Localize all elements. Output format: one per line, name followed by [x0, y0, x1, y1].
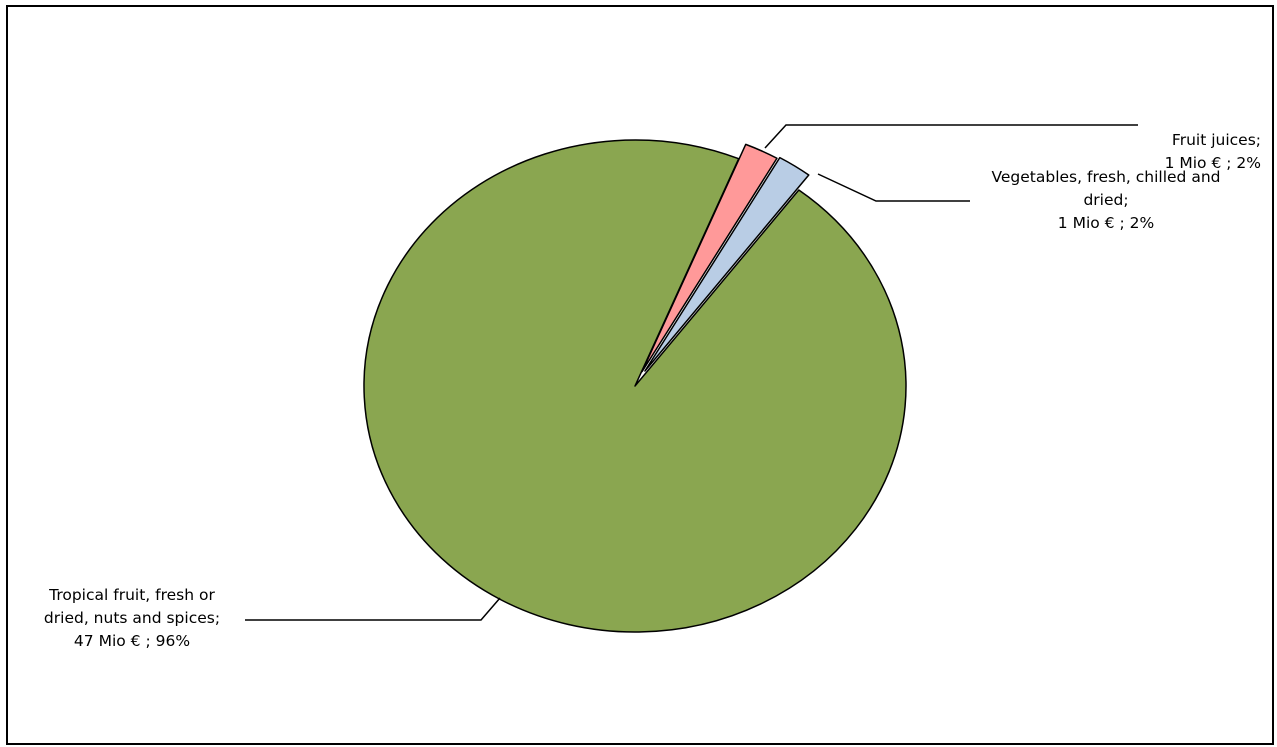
leader-line-tropical-fruit: [245, 597, 501, 621]
label-vegetables-line-2: dried;: [1083, 191, 1129, 209]
label-tropical-line-3: 47 Mio € ; 96%: [73, 632, 191, 650]
label-tropical-line-1: Tropical fruit, fresh or: [49, 586, 215, 604]
pie-slice-fruit-juices: [641, 143, 778, 373]
pie-slice-vegetables: [644, 156, 810, 372]
label-vegetables-line-3: 1 Mio € ; 2%: [1057, 214, 1155, 232]
leader-line-fruit-juices: [764, 124, 1138, 149]
label-vegetables-line-1: Vegetables, fresh, chilled and: [991, 168, 1221, 186]
leader-line-vegetables: [817, 173, 970, 202]
label-fruit-juices: Fruit juices; 1 Mio € ; 2%: [1165, 129, 1261, 175]
label-tropical-fruit: Tropical fruit, fresh or dried, nuts and…: [24, 584, 240, 653]
label-fruit-juices-line-2: 1 Mio € ; 2%: [1164, 154, 1261, 172]
pie-slice-tropical-fruit: [363, 139, 907, 633]
label-vegetables: Vegetables, fresh, chilled and dried; 1 …: [970, 166, 1242, 235]
label-fruit-juices-line-1: Fruit juices;: [1171, 131, 1261, 149]
label-tropical-line-2: dried, nuts and spices;: [43, 609, 221, 627]
